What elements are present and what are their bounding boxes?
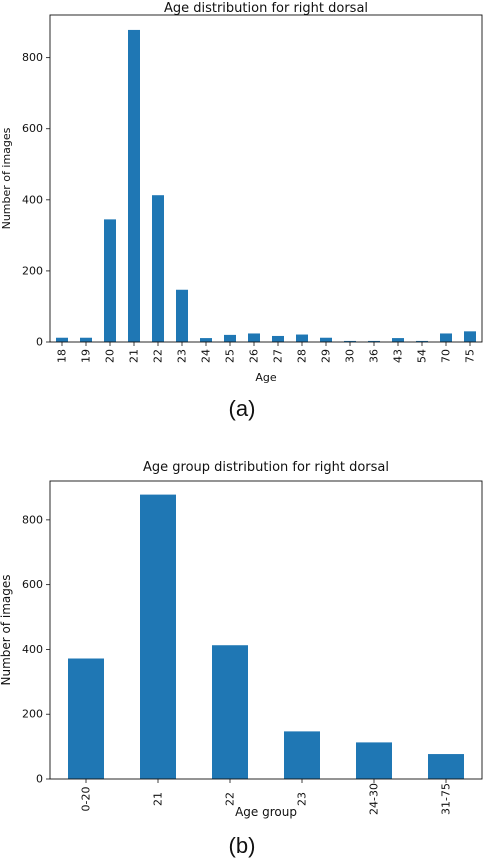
age-group-distribution-chart: Age group distribution for right dorsal 0… [0,460,483,819]
plot-frame [49,480,483,780]
x-tick-label: 24-30 [368,783,381,815]
x-tick-label: 23 [176,349,189,363]
bar [248,333,260,342]
x-tick-label: 26 [248,349,261,363]
caption-a: (a) [228,396,256,421]
bar [428,754,464,779]
x-tick-label: 19 [80,349,93,363]
bar [356,742,392,779]
bar [212,645,248,779]
bar [68,658,104,779]
bar [392,338,404,342]
x-tick-label: 36 [368,349,381,363]
bar [224,334,236,342]
x-tick-label: 22 [224,792,237,806]
y-tick-label: 200 [22,708,43,721]
x-tick-label: 30 [344,349,357,363]
bar [284,731,320,779]
y-axis-label: Number of images [0,574,13,685]
x-tick-label: 54 [416,349,429,363]
bar [296,334,308,342]
x-tick-label: 0-20 [80,787,93,812]
x-tick-label: 75 [464,349,477,363]
x-tick-label: 21 [152,792,165,806]
bar [152,195,164,342]
x-tick-label: 28 [296,349,309,363]
y-tick-label: 800 [22,513,43,526]
x-tick-label: 18 [56,349,69,363]
x-tick-label: 70 [440,349,453,363]
bar [176,289,188,342]
bar [344,340,356,342]
x-tick-label: 22 [152,349,165,363]
y-tick-label: 0 [36,773,43,786]
bar [272,335,284,342]
caption-b: (b) [228,833,256,858]
y-tick-label: 200 [22,264,43,277]
chart-title: Age group distribution for right dorsal [143,460,389,475]
x-tick-label: 23 [296,792,309,806]
chart-title: Age distribution for right dorsal [164,1,368,16]
x-tick-label: 27 [272,349,285,363]
x-tick-label: 20 [104,349,117,363]
bar [440,333,452,342]
age-distribution-chart: Age distribution for right dorsal 18 19 20 2… [0,1,483,384]
x-tick-label: 31-75 [440,783,453,815]
bar [128,29,140,343]
plot-frame [49,14,483,343]
bar [80,337,92,342]
bar [140,494,176,779]
y-tick-label: 0 [36,336,43,349]
bar [464,331,476,342]
y-tick-label: 400 [22,193,43,206]
x-tick-label: 25 [224,349,237,363]
bar [104,219,116,342]
bar [416,340,428,342]
x-axis-label: Age group [235,805,297,819]
y-tick-label: 600 [22,578,43,591]
bar [200,338,212,342]
x-tick-label: 43 [392,349,405,363]
bar [56,337,68,342]
y-tick-label: 600 [22,122,43,135]
x-axis-label: Age [255,371,277,384]
y-axis-label: Number of images [0,127,13,229]
bar [320,337,332,342]
bar [368,340,380,342]
x-tick-label: 24 [200,349,213,363]
x-tick-label: 29 [320,349,333,363]
y-tick-label: 800 [22,51,43,64]
y-tick-label: 400 [22,643,43,656]
x-tick-label: 21 [128,349,141,363]
